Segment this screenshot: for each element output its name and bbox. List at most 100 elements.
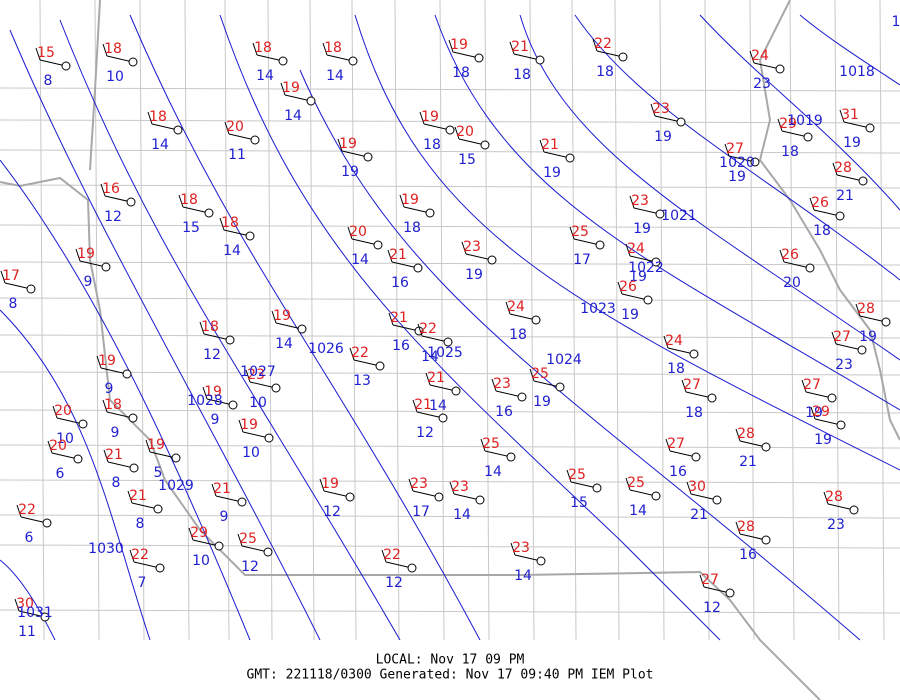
- dewpoint: 14: [484, 464, 502, 480]
- wind-barb: [419, 111, 425, 125]
- wind-barb: [14, 598, 20, 612]
- dewpoint: 16: [669, 464, 687, 480]
- dewpoint: 8: [112, 475, 121, 491]
- wind-barb: [399, 194, 405, 208]
- dewpoint: 12: [241, 559, 259, 575]
- temperature: 18: [201, 319, 219, 335]
- sky-cover: [857, 345, 867, 355]
- sky-cover: [725, 588, 735, 598]
- temperature: 16: [102, 181, 120, 197]
- dewpoint: 14: [351, 252, 369, 268]
- station: 29 19: [810, 404, 846, 448]
- temperature: 18: [324, 40, 342, 56]
- isobar: [59, 19, 401, 641]
- sky-cover: [775, 64, 785, 74]
- sky-cover: [128, 57, 138, 67]
- wind-barb: [337, 138, 343, 152]
- dewpoint: 9: [220, 509, 229, 525]
- station: 29 18: [777, 116, 813, 160]
- dewpoint: 16: [739, 547, 757, 563]
- isobar-label: 1028: [187, 393, 223, 409]
- temperature: 27: [667, 436, 685, 452]
- station: 22 7: [129, 547, 165, 591]
- county-line: [749, 0, 755, 641]
- dewpoint: 21: [690, 507, 708, 523]
- temperature: 27: [683, 377, 701, 393]
- footer-gmt: GMT: 221118/0300 Generated: Nov 17 09:40…: [247, 668, 654, 683]
- temperature: 19: [339, 136, 357, 152]
- station: 21 14: [425, 370, 461, 414]
- temperature: 18: [180, 192, 198, 208]
- dewpoint: 18: [452, 65, 470, 81]
- temperature: 19: [421, 109, 439, 125]
- station: 22 12: [381, 547, 417, 591]
- temperature: 18: [221, 215, 239, 231]
- wind-barb: [219, 217, 225, 231]
- dewpoint: 8: [44, 73, 53, 89]
- dewpoint: 9: [84, 274, 93, 290]
- temperature: 22: [131, 547, 149, 563]
- dewpoint: 12: [323, 504, 341, 520]
- county-line: [0, 479, 900, 484]
- temperature: 23: [410, 476, 428, 492]
- wind-barb: [103, 449, 109, 463]
- dewpoint: 12: [385, 575, 403, 591]
- temperature: 18: [149, 109, 167, 125]
- sky-cover: [858, 176, 868, 186]
- sky-cover: [655, 209, 665, 219]
- sky-cover: [101, 262, 111, 272]
- station: 25 19: [529, 366, 565, 410]
- dewpoint: 18: [403, 220, 421, 236]
- station: 15 8: [35, 45, 71, 89]
- county-line: [224, 0, 230, 641]
- temperature: 24: [665, 333, 683, 349]
- dewpoint: 17: [573, 252, 591, 268]
- isobar: [9, 29, 321, 641]
- isobar: [219, 14, 721, 641]
- dewpoint: 19: [814, 432, 832, 448]
- temperature: 19: [282, 80, 300, 96]
- wind-barb: [735, 521, 741, 535]
- county-line: [0, 184, 900, 189]
- dewpoint: 10: [106, 69, 124, 85]
- temperature: 21: [389, 247, 407, 263]
- sky-cover: [126, 197, 136, 207]
- station: 21 9: [211, 481, 247, 525]
- dewpoint: 23: [827, 517, 845, 533]
- station: 23 19: [629, 193, 665, 237]
- station: 23 16: [491, 376, 527, 420]
- isobar-label: 1019: [787, 113, 823, 129]
- wind-barb: [178, 194, 184, 208]
- sky-cover: [531, 315, 541, 325]
- temperature: 23: [493, 376, 511, 392]
- sky-cover: [250, 135, 260, 145]
- temperature: 27: [833, 329, 851, 345]
- sky-cover: [691, 452, 701, 462]
- wind-barb: [491, 378, 497, 392]
- isobar: [354, 14, 900, 471]
- temperature: 19: [77, 246, 95, 262]
- wind-barb: [650, 103, 656, 117]
- temperature: 23: [247, 367, 265, 383]
- station: 24 18: [505, 299, 541, 343]
- county-line: [0, 119, 900, 124]
- sky-cover: [153, 504, 163, 514]
- sky-cover: [565, 153, 575, 163]
- dewpoint: 21: [739, 454, 757, 470]
- county-line: [0, 371, 900, 376]
- sky-cover: [707, 393, 717, 403]
- isobar: [0, 309, 151, 641]
- temperature: 18: [104, 41, 122, 57]
- county-line: [439, 0, 445, 641]
- station: 28 21: [735, 426, 771, 470]
- wind-barb: [237, 533, 243, 547]
- station: 25 12: [237, 531, 273, 575]
- station: 21 8: [103, 447, 139, 491]
- sky-cover: [129, 463, 139, 473]
- temperature: 17: [2, 268, 20, 284]
- wind-barb: [199, 321, 205, 335]
